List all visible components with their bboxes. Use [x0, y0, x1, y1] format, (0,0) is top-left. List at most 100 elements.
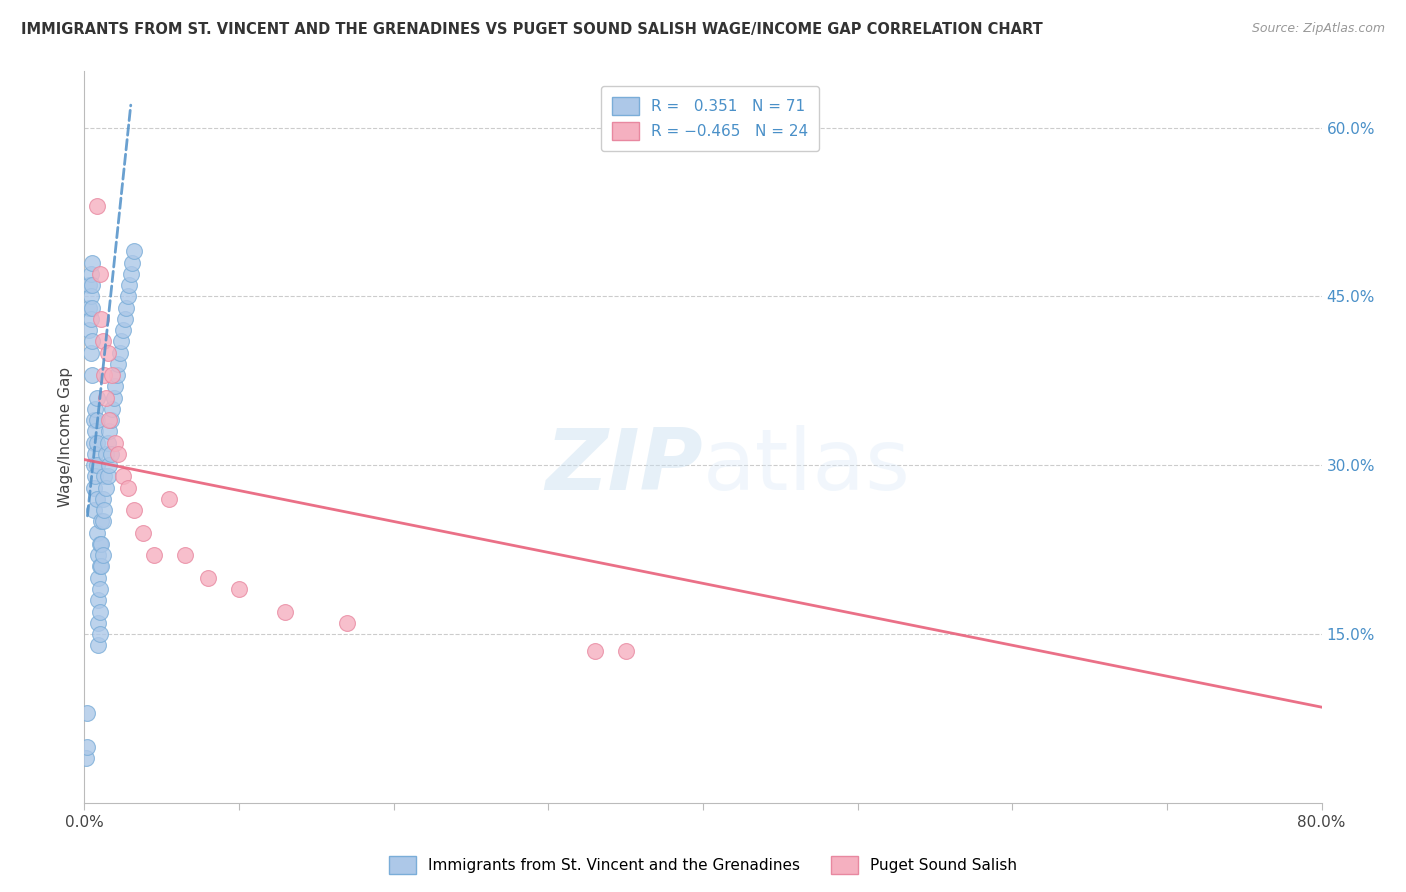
Point — [90, 312, 112, 326]
Point — [87, 571, 110, 585]
Text: Source: ZipAtlas.com: Source: ZipAtlas.com — [1251, 22, 1385, 36]
Point — [79, 267, 101, 281]
Point — [84, 469, 107, 483]
Point — [83, 413, 105, 427]
Point — [105, 368, 128, 383]
Point — [100, 447, 122, 461]
Point — [96, 435, 118, 450]
Point — [86, 413, 108, 427]
Point — [118, 278, 141, 293]
Point — [197, 571, 219, 585]
Point — [104, 379, 127, 393]
Point — [103, 391, 125, 405]
Point — [94, 391, 117, 405]
Point — [98, 425, 121, 439]
Point — [86, 435, 108, 450]
Point — [87, 638, 110, 652]
Point — [94, 447, 117, 461]
Point — [121, 255, 143, 269]
Point — [84, 447, 107, 461]
Point — [583, 644, 606, 658]
Y-axis label: Wage/Income Gap: Wage/Income Gap — [58, 367, 73, 508]
Point — [77, 278, 100, 293]
Point — [91, 334, 114, 349]
Point — [132, 525, 155, 540]
Point — [100, 413, 122, 427]
Point — [84, 401, 107, 416]
Point — [79, 312, 101, 326]
Point — [93, 503, 115, 517]
Point — [77, 301, 100, 315]
Point — [86, 391, 108, 405]
Point — [89, 605, 111, 619]
Point — [336, 615, 359, 630]
Point — [76, 706, 98, 720]
Point — [87, 593, 110, 607]
Point — [112, 323, 135, 337]
Point — [159, 491, 180, 506]
Point — [91, 515, 114, 529]
Point — [89, 559, 111, 574]
Point — [87, 615, 110, 630]
Text: atlas: atlas — [703, 425, 911, 508]
Point — [86, 491, 108, 506]
Point — [83, 503, 105, 517]
Legend: R =   0.351   N = 71, R = −0.465   N = 24: R = 0.351 N = 71, R = −0.465 N = 24 — [600, 87, 820, 151]
Point — [86, 458, 108, 473]
Point — [117, 289, 139, 303]
Point — [90, 537, 112, 551]
Point — [91, 548, 114, 562]
Point — [84, 425, 107, 439]
Point — [274, 605, 297, 619]
Point — [98, 413, 121, 427]
Point — [614, 644, 637, 658]
Point — [83, 435, 105, 450]
Point — [93, 368, 115, 383]
Point — [93, 469, 115, 483]
Point — [79, 345, 101, 359]
Point — [98, 458, 121, 473]
Point — [82, 334, 104, 349]
Point — [101, 401, 124, 416]
Point — [114, 312, 136, 326]
Point — [122, 244, 145, 259]
Point — [104, 435, 127, 450]
Point — [82, 301, 104, 315]
Point — [76, 739, 98, 754]
Point — [89, 537, 111, 551]
Point — [82, 255, 104, 269]
Point — [86, 525, 108, 540]
Point — [82, 278, 104, 293]
Point — [89, 627, 111, 641]
Point — [117, 481, 139, 495]
Legend: Immigrants from St. Vincent and the Grenadines, Puget Sound Salish: Immigrants from St. Vincent and the Gren… — [382, 850, 1024, 880]
Point — [143, 548, 166, 562]
Point — [174, 548, 197, 562]
Point — [89, 582, 111, 596]
Point — [96, 345, 118, 359]
Point — [96, 469, 118, 483]
Point — [115, 301, 138, 315]
Point — [83, 458, 105, 473]
Point — [87, 548, 110, 562]
Point — [77, 323, 100, 337]
Text: IMMIGRANTS FROM ST. VINCENT AND THE GRENADINES VS PUGET SOUND SALISH WAGE/INCOME: IMMIGRANTS FROM ST. VINCENT AND THE GREN… — [21, 22, 1043, 37]
Point — [94, 481, 117, 495]
Point — [101, 368, 124, 383]
Point — [75, 751, 97, 765]
Point — [107, 447, 129, 461]
Point — [122, 503, 145, 517]
Point — [110, 334, 132, 349]
Point — [83, 481, 105, 495]
Point — [112, 469, 135, 483]
Point — [228, 582, 250, 596]
Point — [91, 491, 114, 506]
Point — [82, 368, 104, 383]
Point — [79, 289, 101, 303]
Point — [108, 345, 131, 359]
Text: ZIP: ZIP — [546, 425, 703, 508]
Point — [120, 267, 142, 281]
Point — [90, 515, 112, 529]
Point — [86, 199, 108, 213]
Point — [89, 267, 111, 281]
